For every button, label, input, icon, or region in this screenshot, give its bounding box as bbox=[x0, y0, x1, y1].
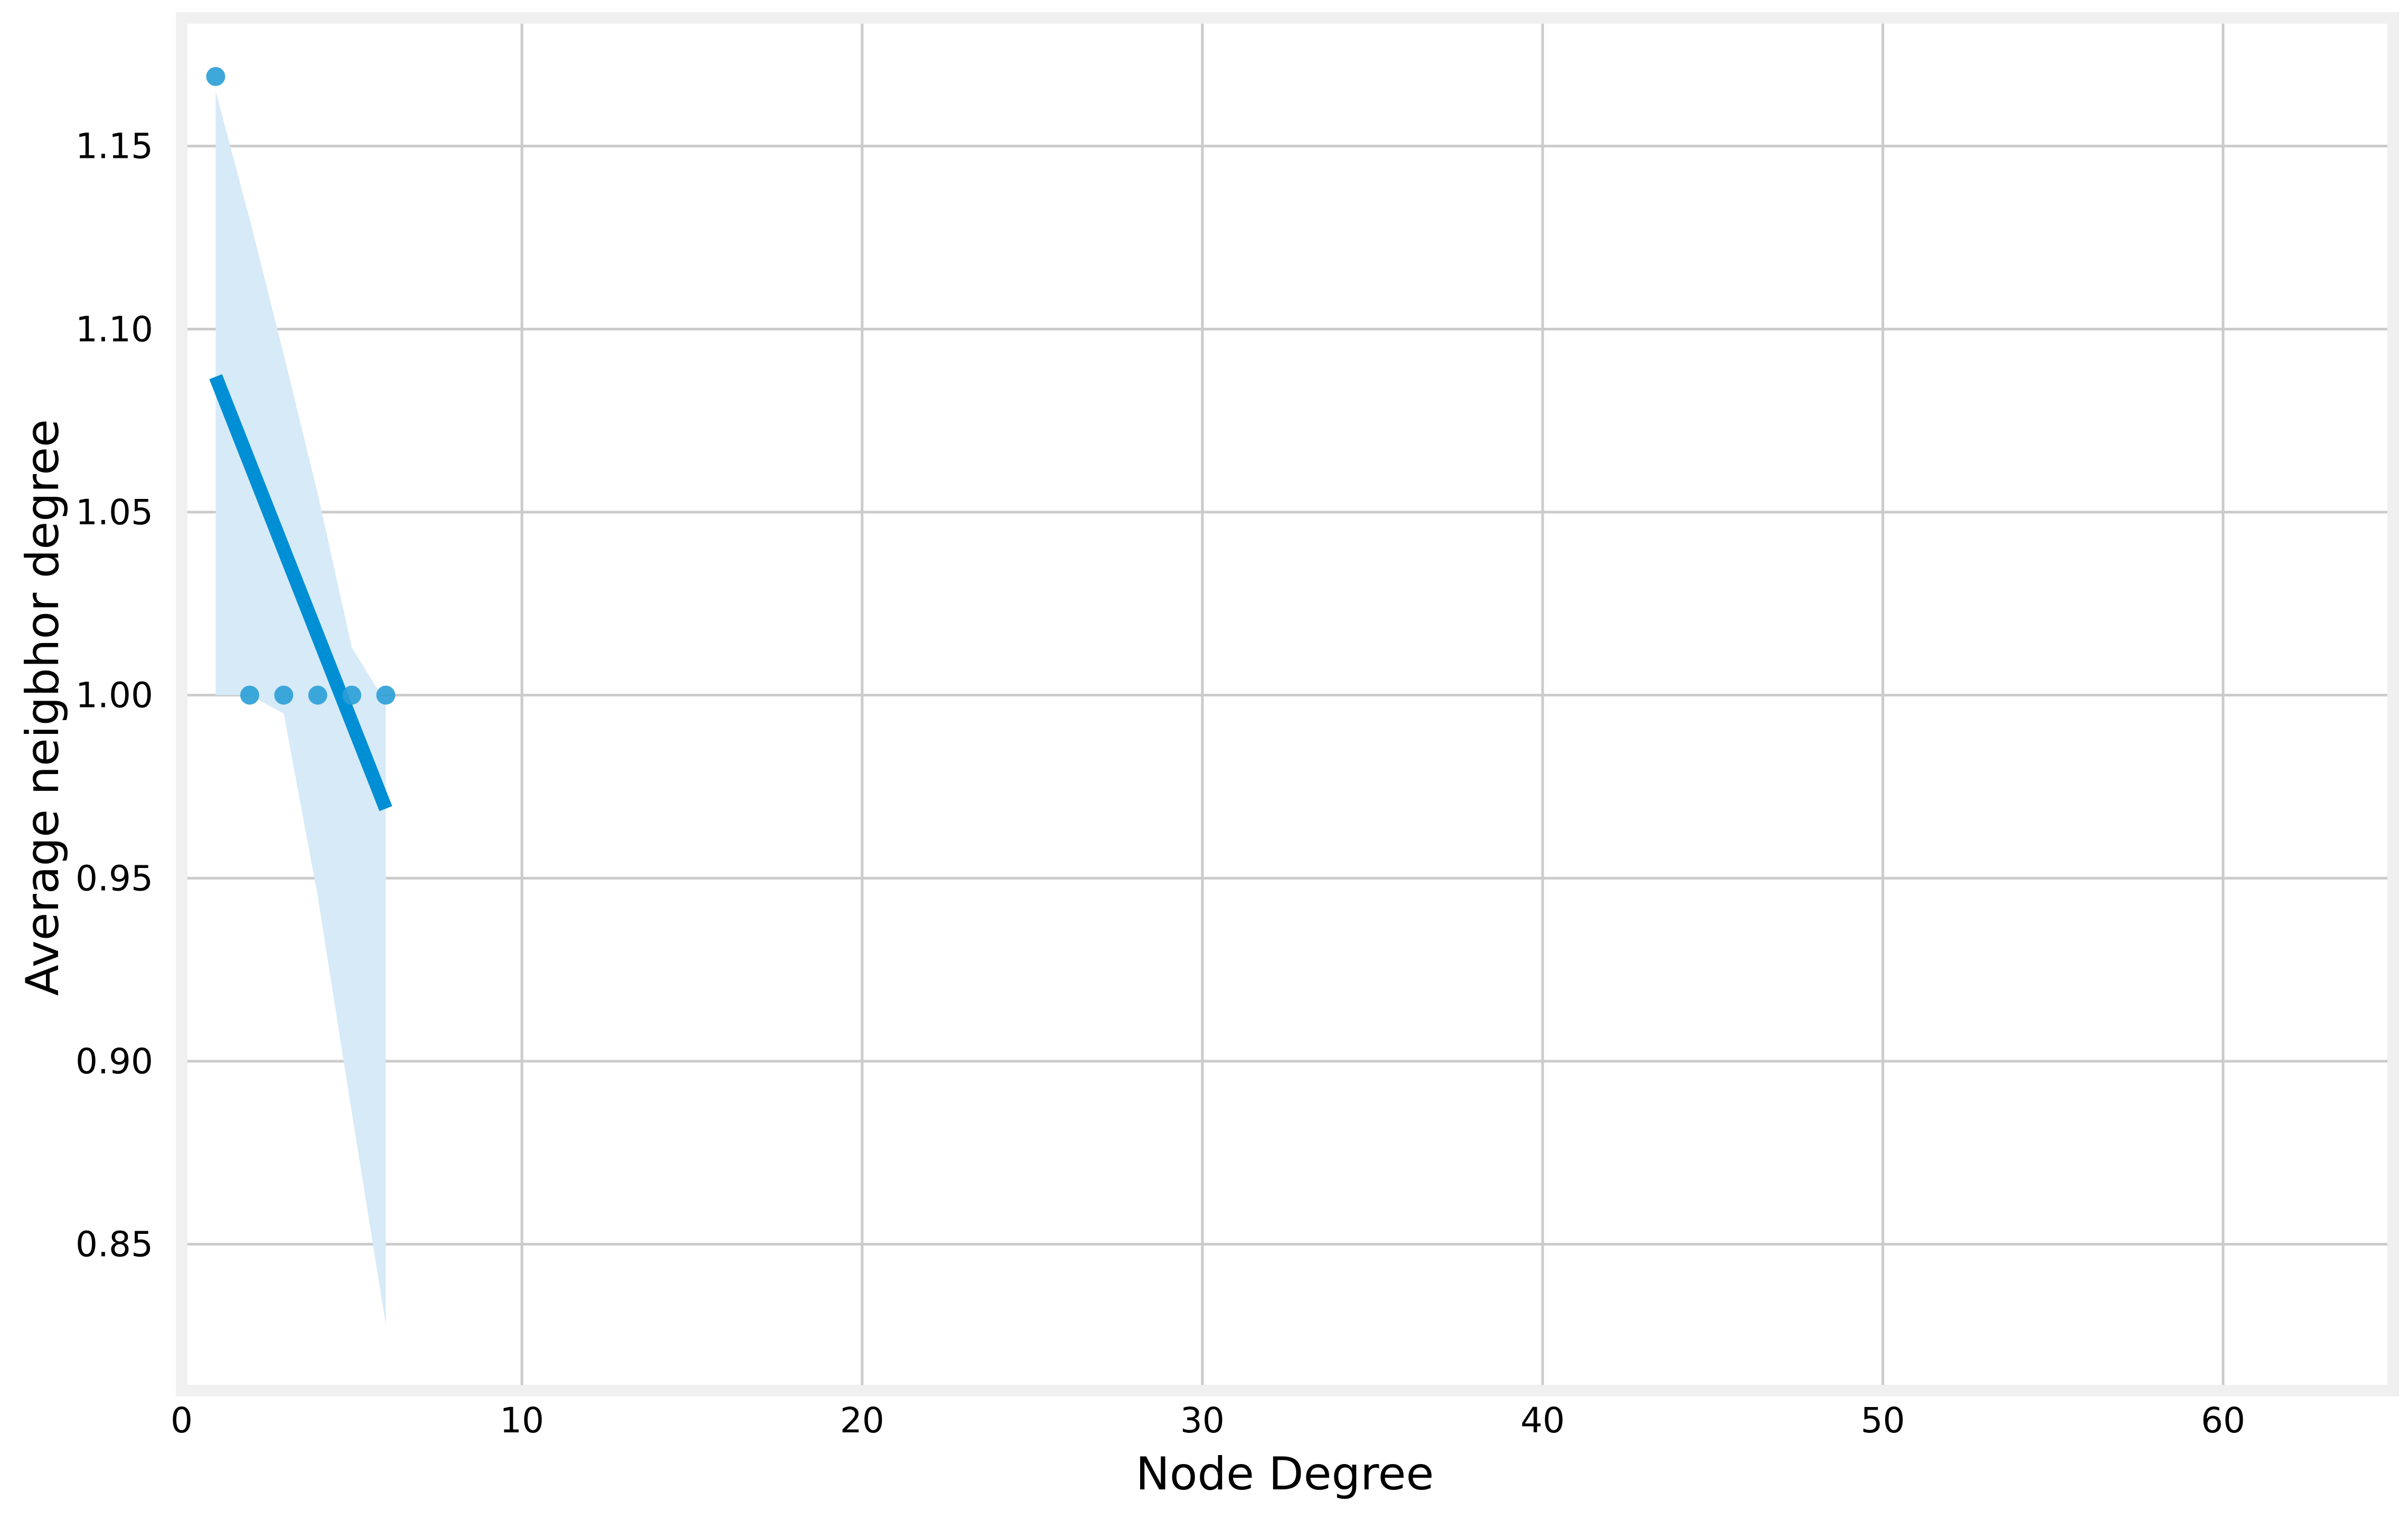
y-axis-label: Average neigbhor degree bbox=[16, 419, 69, 996]
x-axis-label: Node Degree bbox=[1136, 1448, 1434, 1500]
data-point bbox=[274, 685, 294, 705]
confidence-band bbox=[215, 91, 386, 1325]
y-tick-label: 0.90 bbox=[76, 1041, 153, 1082]
regression-line bbox=[209, 374, 392, 811]
data-points bbox=[206, 67, 396, 705]
y-tick-label: 0.95 bbox=[76, 858, 153, 899]
x-tick-label: 40 bbox=[1520, 1400, 1565, 1441]
y-tick-label: 0.85 bbox=[76, 1224, 153, 1265]
data-point bbox=[206, 67, 225, 86]
grid-lines bbox=[187, 24, 2387, 1385]
y-tick-label: 1.10 bbox=[76, 309, 153, 350]
data-point bbox=[342, 685, 362, 705]
y-tick-label: 1.00 bbox=[76, 675, 153, 716]
data-point bbox=[308, 685, 327, 705]
data-point bbox=[376, 685, 396, 705]
x-tick-label: 20 bbox=[840, 1400, 885, 1441]
y-tick-label: 1.15 bbox=[76, 126, 153, 167]
y-tick-labels: 0.85 0.90 0.95 1.00 1.05 1.10 1.15 bbox=[76, 126, 153, 1265]
x-tick-labels: 0 10 20 30 40 50 60 bbox=[171, 1400, 2245, 1441]
data-point bbox=[240, 685, 259, 705]
y-tick-label: 1.05 bbox=[76, 492, 153, 533]
confidence-band-group bbox=[215, 91, 386, 1325]
x-tick-label: 0 bbox=[171, 1400, 193, 1441]
regression-line-group bbox=[209, 374, 392, 811]
x-tick-label: 50 bbox=[1861, 1400, 1905, 1441]
x-tick-label: 10 bbox=[500, 1400, 544, 1441]
plot-frame bbox=[176, 12, 2399, 1396]
x-tick-label: 60 bbox=[2201, 1400, 2245, 1441]
x-tick-label: 30 bbox=[1180, 1400, 1225, 1441]
